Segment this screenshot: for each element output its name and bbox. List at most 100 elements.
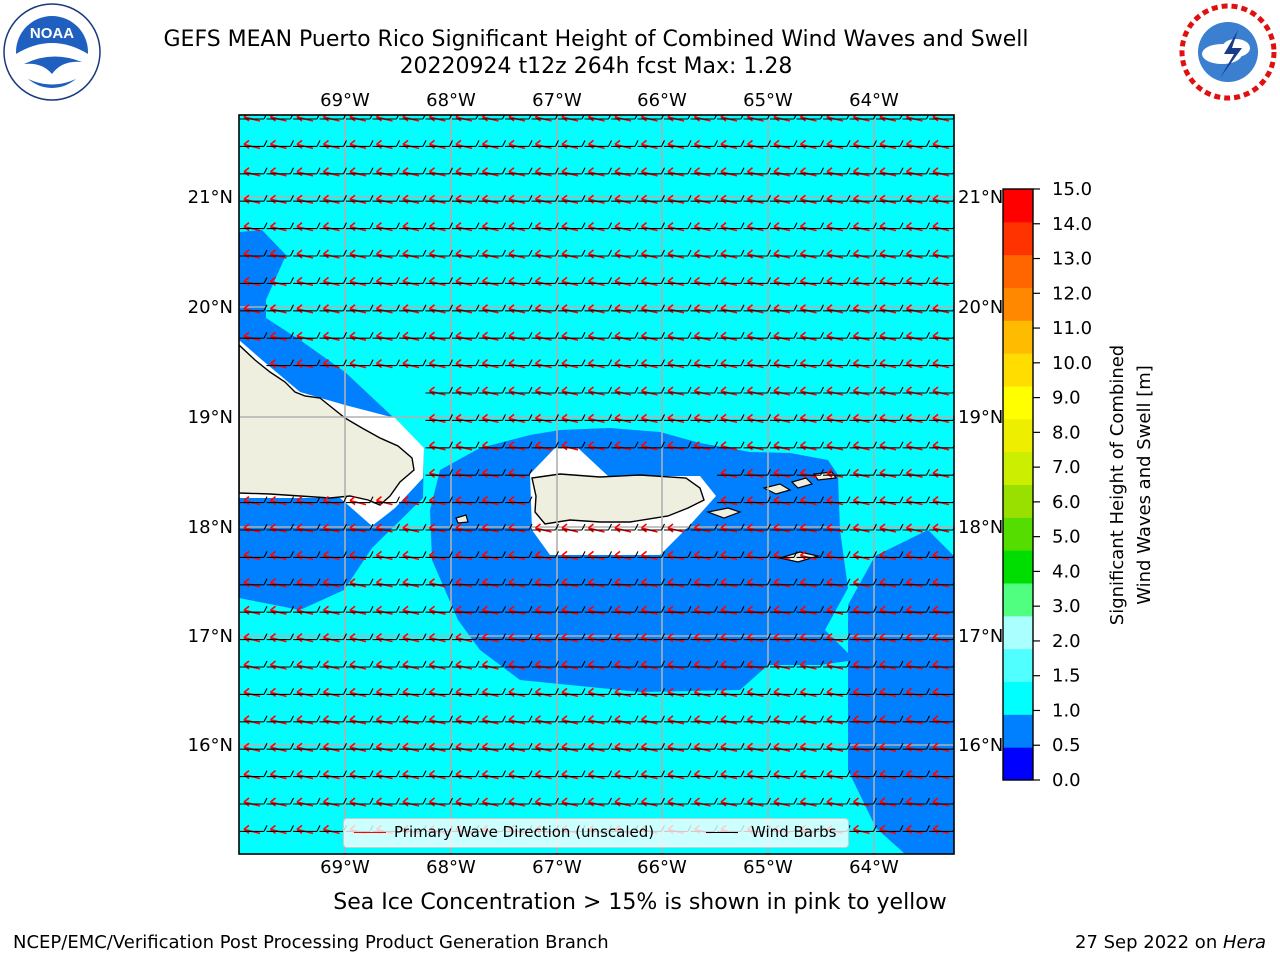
wind-barb [876,825,904,832]
wind-barb [319,496,347,504]
wind-barb [876,496,904,504]
wind-barb [637,359,665,367]
wind-barb [531,167,559,175]
wind-barb [505,386,533,394]
wind-barb [266,222,294,230]
wind-barb [452,441,480,449]
wind-barb [452,551,480,558]
wind-barb [505,523,533,531]
wind-barb [293,660,321,668]
wind-barb [372,770,400,778]
wind-barb [876,688,904,695]
wind-barb [876,115,903,120]
wind-barb [372,605,400,613]
lon-label-bottom: 68°W [426,857,476,878]
wind-barb [902,797,930,805]
wind-barb [637,115,665,120]
wind-barb [266,551,294,558]
wind-barb [584,660,612,668]
wind-barb-swatch [706,832,738,833]
wind-barb [849,496,877,504]
wind-barb [425,523,453,531]
wind-barb [558,605,586,613]
wind-barb [796,277,824,284]
wind-barb [478,441,506,449]
wind-barb [266,605,294,613]
wind-barb [717,222,745,230]
lon-label-top: 68°W [426,90,476,111]
wind-barb [876,578,904,586]
colorbar-tick-label: 11.0 [1052,318,1092,339]
wind-barb [372,140,400,147]
wind-barb [240,496,268,504]
wind-barb [664,660,692,668]
wind-barb [319,277,347,284]
wind-barb [876,194,904,202]
wind-barb [849,660,877,668]
wind-barb [531,414,559,421]
wind-barb [637,551,665,558]
wind-barb [372,222,400,230]
wind-barb [717,140,745,147]
wind-barb [876,633,904,641]
wind-barb [399,551,427,558]
colorbar-segment [1003,517,1033,551]
wind-barb [478,578,506,586]
colorbar-tick-label: 9.0 [1052,388,1081,409]
wind-barb [717,194,745,202]
wave-direction-legend-label: Primary Wave Direction (unscaled) [394,823,655,841]
wind-barb [876,249,904,257]
wind-barb [505,115,532,120]
lon-label-top: 64°W [849,90,899,111]
wind-barb [902,414,930,421]
wind-barb [717,414,745,421]
wind-barb [558,331,586,339]
lon-label-bottom: 66°W [637,857,687,878]
lat-label-left: 19°N [188,407,233,428]
wind-barb [637,441,665,449]
wind-barb [664,359,692,367]
wind-barb [452,222,480,230]
wind-barb [849,115,877,120]
wind-barb [531,742,559,750]
wind-barb [240,222,268,230]
wind-barb [319,660,347,668]
wind-barb [452,496,480,504]
wind-barb [478,167,506,175]
island-mona [455,514,469,524]
wind-barb [823,551,851,558]
wind-barb [664,742,692,750]
wind-barb [452,194,480,202]
wind-barb [558,715,586,723]
wind-barb [902,222,930,230]
wind-barb [743,441,771,449]
wind-barb [690,797,718,805]
wind-barb [770,523,798,531]
wind-barb [399,115,426,120]
wind-barb [531,441,559,449]
colorbar-label-line2: Wind Waves and Swell [m] [1134,365,1155,605]
lon-label-top: 65°W [743,90,793,111]
wind-barb [558,797,586,805]
wind-barb [584,688,612,695]
wind-barb [664,194,692,202]
wind-barb [478,277,506,284]
wind-barb [611,715,639,723]
wind-barb [823,222,851,230]
wind-barb [240,523,268,531]
wind-barb [558,770,586,778]
wind-barb [823,633,851,641]
wind-barb [478,304,506,312]
wind-barb [346,194,374,202]
wind-barb [611,304,639,312]
wind-barb [743,359,771,367]
wind-barb [823,386,851,394]
wind-barb [902,304,930,312]
wind-barb [637,688,665,695]
wind-barb [478,359,506,367]
wind-barb [266,770,294,778]
lat-label-left: 20°N [188,297,233,318]
wind-barb [849,551,877,558]
wind-barb [399,359,427,367]
